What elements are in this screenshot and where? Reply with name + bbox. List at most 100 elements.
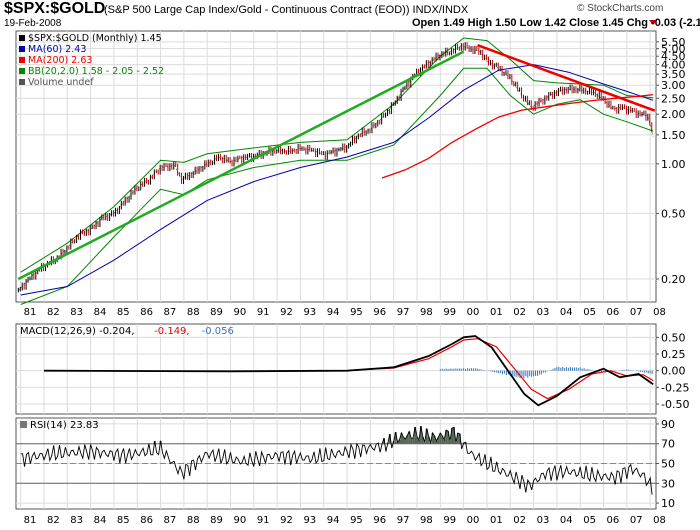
y-tick-label: 0.20 <box>661 273 686 286</box>
uptrend-line <box>17 50 465 281</box>
legend-label: Volume undef <box>28 77 94 88</box>
x-tick-label: 02 <box>513 515 526 526</box>
y-tick-label: 1.50 <box>661 129 686 142</box>
x-tick-label: 01 <box>490 307 503 318</box>
x-tick-label: 06 <box>607 307 620 318</box>
x-tick-label: 85 <box>117 307 130 318</box>
y-tick-label: 2.50 <box>661 92 686 105</box>
x-tick-label: 89 <box>210 307 223 318</box>
x-tick-label: 95 <box>350 515 363 526</box>
x-tick-label: 88 <box>187 515 200 526</box>
x-tick-label: 98 <box>420 515 433 526</box>
y-tick-label: 0.50 <box>661 207 686 220</box>
y-tick-label: 0.25 <box>661 348 686 361</box>
legend-swatch <box>19 57 25 63</box>
y-tick-label: 2.00 <box>661 108 686 121</box>
x-tick-label: 84 <box>94 307 107 318</box>
y-tick-label: 0.00 <box>661 365 686 378</box>
pane-0: 5.505.004.504.003.503.002.50 2.00 1.50 1.00… <box>15 30 686 305</box>
x-tick-label: 96 <box>373 307 386 318</box>
x-tick-label: 85 <box>117 515 130 526</box>
x-tick-label: 01 <box>490 515 503 526</box>
x-tick-label: 93 <box>303 515 316 526</box>
y-tick-label: 70 <box>661 438 675 451</box>
macd-legend-label: -0.149, <box>154 326 189 337</box>
x-tick-label: 05 <box>583 307 596 318</box>
x-tick-label: 86 <box>140 307 153 318</box>
chart-subtitle: (S&P 500 Large Cap Index/Gold - Continuo… <box>104 4 469 16</box>
ma60-line <box>20 64 654 296</box>
y-tick-label: 4.00 <box>661 59 686 72</box>
x-tick-label: 97 <box>397 515 410 526</box>
macd-legend-label: -0.056 <box>202 326 234 337</box>
y-tick-label: 3.00 <box>661 79 686 92</box>
x-tick-label: 97 <box>397 307 410 318</box>
rsi-legend-swatch <box>20 421 27 428</box>
x-tick-label: 93 <box>303 307 316 318</box>
x-tick-label: 06 <box>607 515 620 526</box>
legend-swatch <box>19 79 25 85</box>
x-tick-label: 81 <box>24 307 37 318</box>
x-tick-label: 95 <box>350 307 363 318</box>
x-tick-label: 00 <box>467 307 480 318</box>
legend-label: MA(200) 2.63 <box>28 55 92 66</box>
x-tick-label: 90 <box>233 515 246 526</box>
rsi-legend-label: RSI(14) 23.83 <box>30 420 99 431</box>
x-tick-label: 91 <box>257 307 270 318</box>
x-tick-label: 03 <box>537 307 550 318</box>
x-tick-label: 92 <box>280 307 293 318</box>
chart-date: 19-Feb-2008 <box>4 18 62 29</box>
x-tick-label: 00 <box>467 515 480 526</box>
legend-label: $SPX:$GOLD (Monthly) 1.45 <box>28 33 162 44</box>
y-tick-label: 90 <box>661 418 675 431</box>
legend-swatch <box>19 46 25 52</box>
x-tick-label: 05 <box>583 515 596 526</box>
x-tick-label: 84 <box>94 515 107 526</box>
x-tick-label: 99 <box>443 515 456 526</box>
x-tick-label: 98 <box>420 307 433 318</box>
x-tick-label: 07 <box>630 515 643 526</box>
downtrend-line <box>477 44 656 112</box>
bollinger-upper-line <box>20 37 654 273</box>
legend-swatch <box>19 68 25 74</box>
x-tick-label: 08 <box>653 307 666 318</box>
x-tick-label: 94 <box>327 515 340 526</box>
macd-line <box>43 335 654 407</box>
x-tick-label: 94 <box>327 307 340 318</box>
y-tick-label: 50 <box>661 458 675 471</box>
x-tick-label: 03 <box>537 515 550 526</box>
y-tick-label: 0.50 <box>661 331 686 344</box>
y-tick-label: 5.00 <box>661 43 686 56</box>
y-tick-label: -0.50 <box>661 398 689 411</box>
x-tick-label: 04 <box>560 515 573 526</box>
stockcharts-credit: © StockCharts.com <box>577 3 664 14</box>
pane-frame <box>15 30 657 303</box>
x-tick-label: 87 <box>164 307 177 318</box>
y-tick-label: 30 <box>661 477 675 490</box>
y-tick-label: 1.00 <box>661 158 686 171</box>
ohlc-readout: Open 1.49 High 1.50 Low 1.42 Close 1.45 … <box>412 17 700 29</box>
x-tick-label: 86 <box>140 515 153 526</box>
x-tick-label: 87 <box>164 515 177 526</box>
y-tick-label: 3.50 <box>661 68 686 81</box>
x-tick-label: 83 <box>70 307 83 318</box>
bollinger-lower-line <box>20 67 654 305</box>
pane-2: 90 70 50 30 10 RSI(14) 23.83 <box>15 417 675 510</box>
x-tick-label: 82 <box>47 515 60 526</box>
y-tick-label: 5.50 <box>661 36 686 49</box>
legend-label: BB(20,2.0) 1.58 - 2.05 - 2.52 <box>28 66 164 77</box>
y-tick-label: 10 <box>661 497 675 510</box>
rsi-line <box>20 426 653 495</box>
price-line <box>18 45 654 291</box>
x-tick-label: 08 <box>653 515 666 526</box>
x-tick-label: 04 <box>560 307 573 318</box>
x-tick-label: 90 <box>233 307 246 318</box>
chart-ticker: $SPX:$GOLD <box>4 0 106 17</box>
x-tick-label: 96 <box>373 515 386 526</box>
x-tick-label: 02 <box>513 307 526 318</box>
x-tick-label: 07 <box>630 307 643 318</box>
x-tick-label: 89 <box>210 515 223 526</box>
y-tick-label: 4.50 <box>661 50 686 63</box>
x-tick-label: 92 <box>280 515 293 526</box>
